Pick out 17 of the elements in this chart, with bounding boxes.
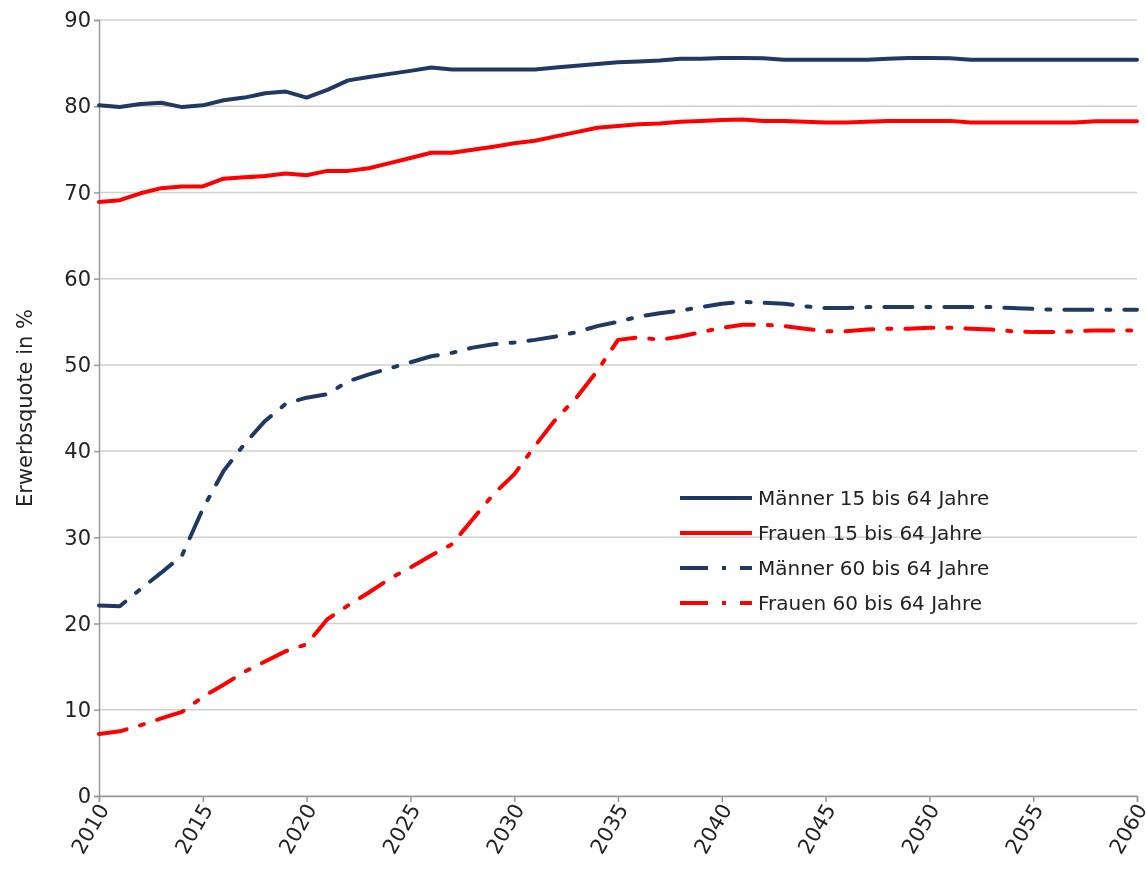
y-tick-label: 70 [64, 180, 91, 205]
y-tick-label: 50 [64, 353, 91, 378]
legend-label: Männer 60 bis 64 Jahre [758, 556, 990, 580]
y-tick-label: 80 [64, 94, 91, 119]
y-tick-label: 10 [64, 698, 91, 722]
legend-label: Frauen 60 bis 64 Jahre [758, 591, 983, 615]
y-tick-label: 60 [64, 266, 91, 291]
y-axis-title: Erwerbsquote in % [13, 309, 37, 507]
y-tick-label: 40 [64, 439, 91, 464]
line-series [97, 55, 1139, 110]
line-series [97, 117, 1139, 204]
legend-label: Männer 15 bis 64 Jahre [758, 486, 990, 510]
y-tick-label: 90 [64, 8, 91, 33]
y-tick-label: 0 [77, 784, 91, 809]
y-tick-label: 30 [64, 525, 91, 550]
y-tick-label: 20 [64, 611, 91, 636]
legend-label: Frauen 15 bis 64 Jahre [758, 521, 983, 545]
